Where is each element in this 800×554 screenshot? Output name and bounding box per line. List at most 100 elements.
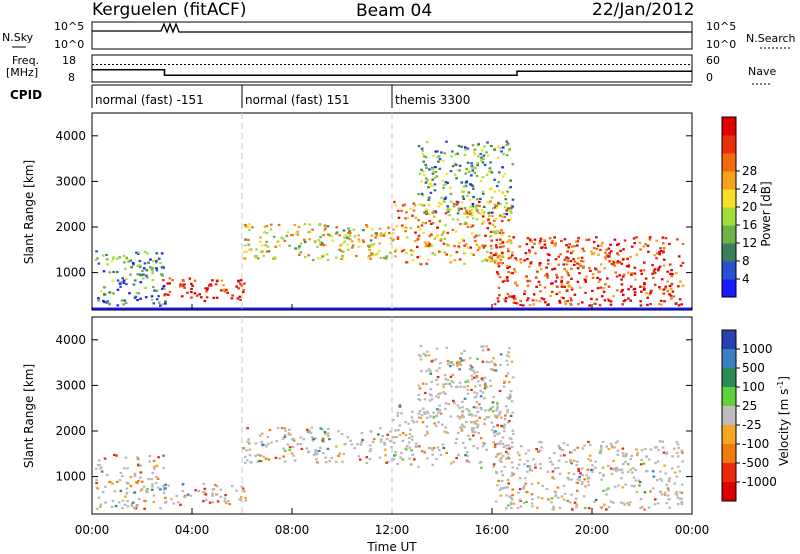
- power-echo-cell: [404, 217, 407, 220]
- power-echo-cell: [222, 288, 226, 291]
- power-echo-cell: [590, 250, 593, 253]
- velocity-echo-cell: [656, 460, 660, 463]
- velocity-echo-cell: [647, 458, 651, 461]
- power-echo-cell: [532, 293, 536, 296]
- power-echo-cell: [506, 190, 509, 193]
- velocity-echo-cell: [474, 414, 478, 417]
- velocity-echo-cell: [136, 456, 139, 459]
- velocity-echo-cell: [455, 362, 459, 365]
- velocity-echo-cell: [607, 448, 611, 451]
- power-echo-cell: [116, 257, 119, 260]
- velocity-echo-cell: [238, 498, 241, 501]
- power-echo-cell: [482, 211, 486, 214]
- velocity-echo-cell: [499, 452, 502, 455]
- power-colorbar-tick-label: 24: [742, 182, 757, 196]
- power-echo-cell: [488, 222, 492, 225]
- velocity-echo-cell: [467, 409, 470, 412]
- velocity-echo-cell: [505, 375, 508, 378]
- power-echo-cell: [460, 181, 464, 184]
- velocity-echo-cell: [314, 448, 318, 452]
- power-echo-cell: [584, 291, 587, 294]
- power-echo-cell: [442, 230, 446, 233]
- velocity-echo-cell: [410, 416, 414, 419]
- velocity-echo-cell: [283, 449, 287, 452]
- velocity-echo-cell: [639, 506, 642, 510]
- power-echo-cell: [426, 179, 429, 182]
- velocity-echo-cell: [638, 480, 642, 484]
- power-echo-cell: [357, 238, 361, 241]
- velocity-echo-cell: [480, 345, 483, 348]
- power-echo-cell: [627, 297, 630, 300]
- power-echo-cell: [565, 270, 568, 273]
- power-echo-cell: [503, 298, 506, 301]
- power-echo-cell: [519, 299, 522, 302]
- power-echo-cell: [491, 223, 495, 226]
- power-echo-cell: [470, 162, 473, 165]
- velocity-echo-cell: [495, 472, 499, 475]
- power-echo-cell: [471, 211, 475, 214]
- power-echo-cell: [642, 245, 646, 248]
- power-echo-cell: [508, 295, 511, 298]
- power-echo-cell: [239, 298, 242, 301]
- power-echo-cell: [190, 282, 193, 285]
- power-echo-cell: [375, 232, 378, 235]
- power-echo-cell: [501, 245, 505, 248]
- power-echo-cell: [538, 264, 542, 267]
- power-echo-cell: [365, 225, 369, 228]
- velocity-echo-cell: [666, 494, 670, 497]
- power-echo-cell: [567, 246, 570, 249]
- power-echo-cell: [560, 285, 564, 288]
- velocity-echo-cell: [472, 406, 476, 409]
- power-echo-cell: [432, 215, 436, 218]
- velocity-echo-cell: [678, 470, 682, 473]
- power-echo-cell: [589, 269, 592, 272]
- velocity-echo-cell: [635, 448, 638, 451]
- power-echo-cell: [596, 287, 600, 290]
- velocity-echo-cell: [110, 505, 114, 508]
- power-echo-cell: [299, 251, 303, 254]
- power-echo-cell: [498, 171, 501, 174]
- velocity-echo-cell: [485, 385, 489, 388]
- velocity-echo-cell: [430, 398, 434, 401]
- power-echo-cell: [463, 146, 467, 149]
- power-echo-cell: [489, 200, 492, 203]
- power-echo-cell: [509, 186, 512, 189]
- velocity-echo-cell: [391, 436, 394, 439]
- velocity-echo-cell: [492, 368, 495, 371]
- power-echo-cell: [465, 167, 468, 170]
- power-echo-cell: [400, 209, 403, 212]
- power-echo-cell: [168, 282, 171, 285]
- power-echo-cell: [423, 241, 427, 244]
- power-echo-cell: [671, 273, 674, 276]
- power-echo-cell: [476, 209, 479, 212]
- velocity-echo-cell: [310, 426, 314, 429]
- power-echo-cell: [544, 246, 547, 249]
- velocity-echo-cell: [450, 380, 453, 383]
- power-echo-cell: [595, 236, 598, 239]
- velocity-echo-cell: [368, 450, 372, 453]
- velocity-echo-cell: [136, 464, 140, 467]
- velocity-echo-cell: [268, 428, 272, 432]
- power-echo-cell: [438, 167, 442, 170]
- velocity-echo-cell: [435, 347, 439, 350]
- power-echo-cell: [668, 242, 671, 246]
- velocity-echo-cell: [476, 426, 479, 429]
- power-echo-cell: [458, 164, 462, 167]
- velocity-echo-cell: [260, 440, 263, 444]
- velocity-echo-cell: [601, 466, 605, 469]
- power-echo-cell: [508, 149, 511, 152]
- velocity-echo-cell: [314, 453, 317, 456]
- power-echo-cell: [602, 286, 606, 290]
- power-echo-cell: [463, 153, 467, 156]
- power-echo-cell: [443, 197, 447, 200]
- power-echo-cell: [437, 160, 440, 163]
- power-echo-cell: [239, 282, 242, 285]
- velocity-echo-cell: [230, 485, 234, 488]
- power-echo-cell: [540, 268, 543, 271]
- velocity-echo-cell: [583, 478, 586, 481]
- velocity-echo-cell: [441, 443, 445, 446]
- power-echo-cell: [411, 214, 414, 217]
- velocity-echo-cell: [400, 412, 403, 415]
- power-echo-cell: [458, 246, 462, 249]
- velocity-echo-cell: [533, 463, 537, 466]
